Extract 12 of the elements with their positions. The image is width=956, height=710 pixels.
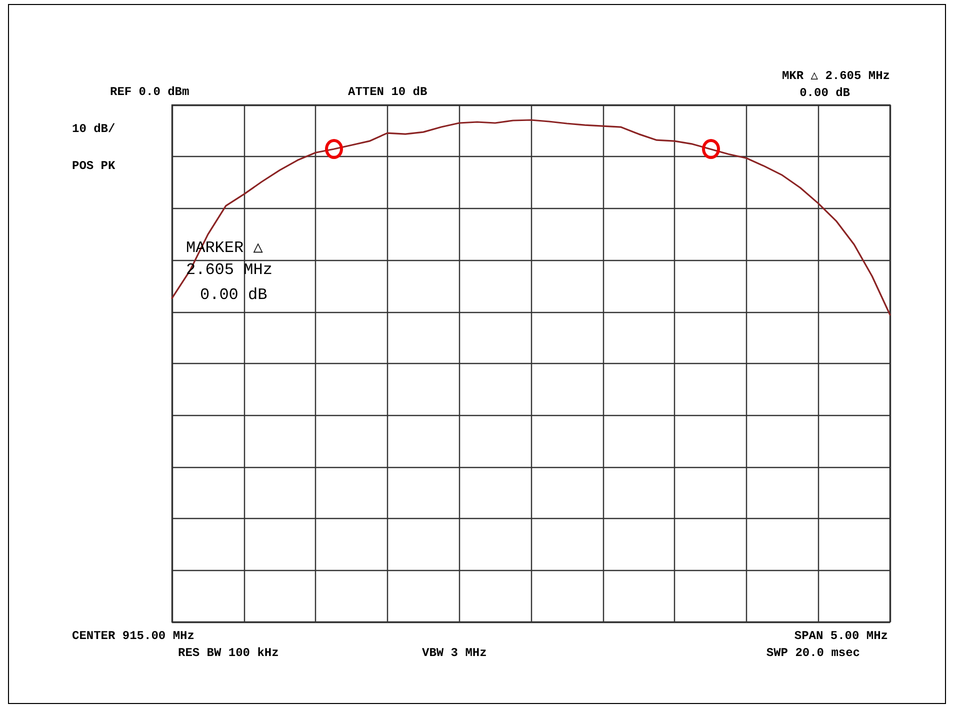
- text: SPAN 5.00 MHz: [794, 629, 888, 643]
- text: CENTER 915.00 MHz: [72, 629, 194, 643]
- annotation: 0.00 dB: [200, 286, 268, 304]
- text: SWP 20.0 msec: [766, 646, 860, 660]
- text: MKR △ 2.605 MHz: [782, 69, 890, 83]
- text: 0.00 dB: [800, 86, 850, 100]
- text: 10 dB/: [72, 122, 116, 136]
- text: RES BW 100 kHz: [178, 646, 279, 660]
- text: POS PK: [72, 159, 116, 173]
- text: VBW 3 MHz: [422, 646, 487, 660]
- text: ATTEN 10 dB: [348, 85, 428, 99]
- text: REF 0.0 dBm: [110, 85, 190, 99]
